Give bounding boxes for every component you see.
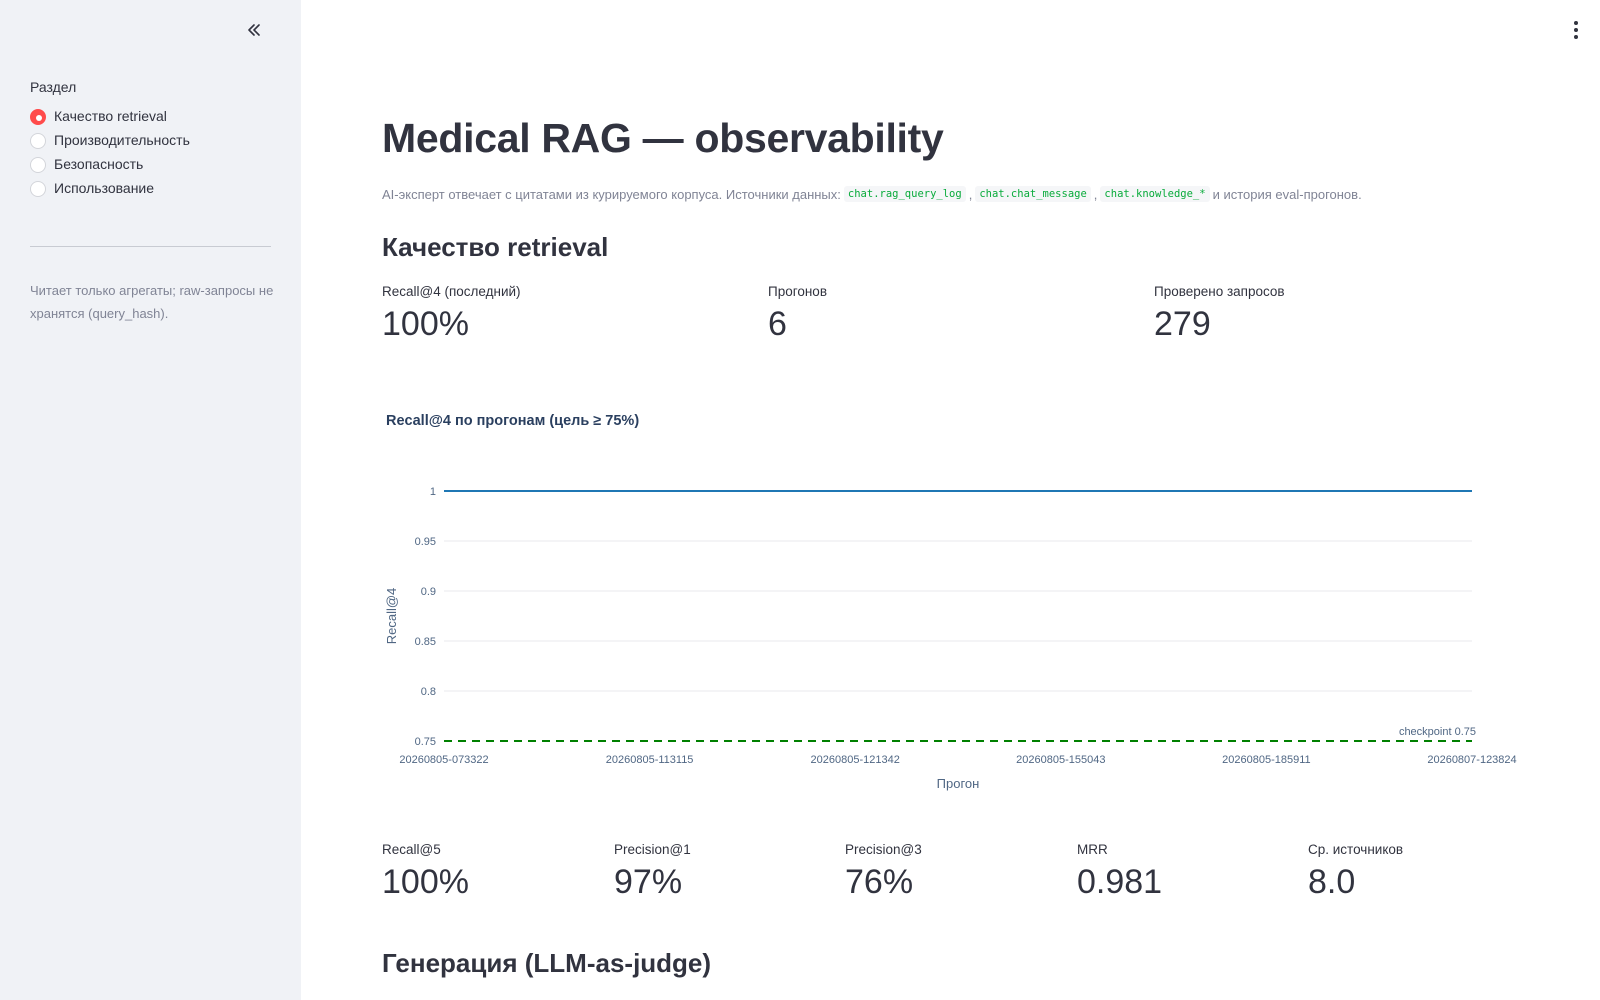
metric-value: 100% bbox=[382, 305, 469, 343]
metric-recall5: Recall@5 100% bbox=[382, 842, 469, 902]
metric-label: Recall@4 (последний) bbox=[382, 284, 521, 299]
x-tick-label: 20260805-155043 bbox=[1016, 754, 1105, 766]
subtitle-prefix: AI-эксперт отвечает с цитатами из куриру… bbox=[382, 186, 841, 202]
metric-label: Precision@1 bbox=[614, 842, 691, 857]
radio-checked-icon[interactable] bbox=[30, 109, 46, 125]
code-knowledge: chat.knowledge_* bbox=[1100, 186, 1210, 202]
page-subtitle: AI-эксперт отвечает с цитатами из куриру… bbox=[382, 186, 1362, 202]
code-rag-query-log: chat.rag_query_log bbox=[843, 186, 966, 202]
metric-label: Precision@3 bbox=[845, 842, 922, 857]
x-tick-label: 20260805-113115 bbox=[606, 754, 694, 766]
section-radio-group: Качество retrieval Производительность Бе… bbox=[30, 104, 190, 200]
chevron-double-left-icon bbox=[248, 24, 260, 36]
recall-line-chart[interactable]: 1 0.95 0.9 0.85 0.8 0.75 20260805-073322 202608… bbox=[382, 440, 1542, 810]
section-title-retrieval: Качество retrieval bbox=[382, 232, 609, 262]
metric-mrr: MRR 0.981 bbox=[1077, 842, 1162, 902]
radio-option-label: Производительность bbox=[54, 132, 190, 148]
metric-avg-sources: Ср. источников 8.0 bbox=[1308, 842, 1403, 902]
metric-recall4: Recall@4 (последний) 100% bbox=[382, 284, 521, 344]
metric-value: 100% bbox=[382, 863, 469, 901]
sidebar-caption: Читает только агрегаты; raw-запросы не х… bbox=[30, 283, 274, 321]
x-tick-label: 20260805-073322 bbox=[399, 754, 488, 766]
reference-line-label: checkpoint 0.75 bbox=[1399, 726, 1476, 738]
radio-option-label: Безопасность bbox=[54, 156, 144, 172]
x-tick-label: 20260805-185911 bbox=[1222, 754, 1311, 766]
radio-option-security[interactable]: Безопасность bbox=[30, 152, 190, 176]
section-title-generation: Генерация (LLM-as-judge) bbox=[382, 948, 712, 978]
metric-checked-queries: Проверено запросов 279 bbox=[1154, 284, 1285, 344]
sidebar: Раздел Качество retrieval Производительн… bbox=[0, 0, 301, 1000]
subtitle-separator: , bbox=[968, 186, 973, 202]
x-axis-title: Прогон bbox=[937, 776, 980, 791]
y-tick-label: 0.75 bbox=[415, 736, 436, 748]
subtitle-suffix: и история eval-прогонов. bbox=[1212, 186, 1362, 202]
page-title: Medical RAG — observability bbox=[382, 115, 944, 161]
y-tick-label: 0.95 bbox=[415, 536, 436, 548]
radio-unchecked-icon[interactable] bbox=[30, 157, 46, 173]
y-axis-title: Recall@4 bbox=[384, 588, 399, 645]
metric-value: 8.0 bbox=[1308, 863, 1356, 901]
main-menu-button[interactable] bbox=[1566, 18, 1586, 42]
metric-runs: Прогонов 6 bbox=[768, 284, 827, 344]
metric-value: 6 bbox=[768, 305, 787, 343]
y-tick-label: 0.8 bbox=[421, 686, 436, 698]
radio-unchecked-icon[interactable] bbox=[30, 181, 46, 197]
y-tick-label: 0.85 bbox=[415, 636, 436, 648]
metric-value: 76% bbox=[845, 863, 914, 901]
subtitle-separator: , bbox=[1093, 186, 1098, 202]
collapse-sidebar-button[interactable] bbox=[242, 18, 266, 42]
radio-option-retrieval-quality[interactable]: Качество retrieval bbox=[30, 104, 190, 128]
radio-unchecked-icon[interactable] bbox=[30, 133, 46, 149]
metric-value: 97% bbox=[614, 863, 683, 901]
metric-precision1: Precision@1 97% bbox=[614, 842, 691, 902]
metric-label: Проверено запросов bbox=[1154, 284, 1285, 299]
metric-label: MRR bbox=[1077, 842, 1108, 857]
metric-label: Прогонов bbox=[768, 284, 827, 299]
metric-value: 0.981 bbox=[1077, 863, 1163, 901]
radio-option-usage[interactable]: Использование bbox=[30, 176, 190, 200]
section-radio-label: Раздел bbox=[30, 79, 77, 95]
y-tick-label: 0.9 bbox=[421, 586, 436, 598]
metric-value: 279 bbox=[1154, 305, 1211, 343]
x-tick-label: 20260805-121342 bbox=[811, 754, 900, 766]
radio-option-label: Использование bbox=[54, 180, 155, 196]
radio-option-performance[interactable]: Производительность bbox=[30, 128, 190, 152]
sidebar-divider bbox=[30, 246, 271, 247]
more-vertical-icon bbox=[1574, 21, 1578, 25]
chart-title: Recall@4 по прогонам (цель ≥ 75%) bbox=[386, 413, 640, 429]
metric-precision3: Precision@3 76% bbox=[845, 842, 922, 902]
code-chat-message: chat.chat_message bbox=[975, 186, 1091, 202]
y-tick-label: 1 bbox=[430, 486, 436, 498]
x-tick-label: 20260807-123824 bbox=[1427, 754, 1516, 766]
radio-option-label: Качество retrieval bbox=[54, 108, 167, 124]
metric-label: Recall@5 bbox=[382, 842, 441, 857]
metric-label: Ср. источников bbox=[1308, 842, 1404, 857]
